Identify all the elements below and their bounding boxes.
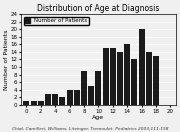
- X-axis label: Age: Age: [92, 115, 105, 120]
- Bar: [139, 29, 145, 105]
- Bar: [38, 101, 44, 105]
- Bar: [45, 94, 51, 105]
- Title: Distribution of Age at Diagnosis: Distribution of Age at Diagnosis: [37, 4, 160, 13]
- Bar: [103, 48, 109, 105]
- Bar: [59, 97, 66, 105]
- Text: Chial, Camilleri, Williams, Litzinger, Tremoulet. Pediatrics 2003;111:158: Chial, Camilleri, Williams, Litzinger, T…: [12, 127, 168, 131]
- Bar: [23, 101, 30, 105]
- Legend: Number of Patients: Number of Patients: [24, 17, 89, 25]
- Bar: [52, 94, 58, 105]
- Bar: [110, 48, 116, 105]
- Bar: [146, 52, 152, 105]
- Bar: [153, 56, 159, 105]
- Bar: [131, 60, 138, 105]
- Bar: [67, 90, 73, 105]
- Bar: [31, 101, 37, 105]
- Bar: [95, 71, 102, 105]
- Y-axis label: Number of Patients: Number of Patients: [4, 29, 9, 90]
- Bar: [88, 86, 94, 105]
- Bar: [117, 52, 123, 105]
- Bar: [74, 90, 80, 105]
- Bar: [81, 71, 87, 105]
- Bar: [124, 44, 130, 105]
